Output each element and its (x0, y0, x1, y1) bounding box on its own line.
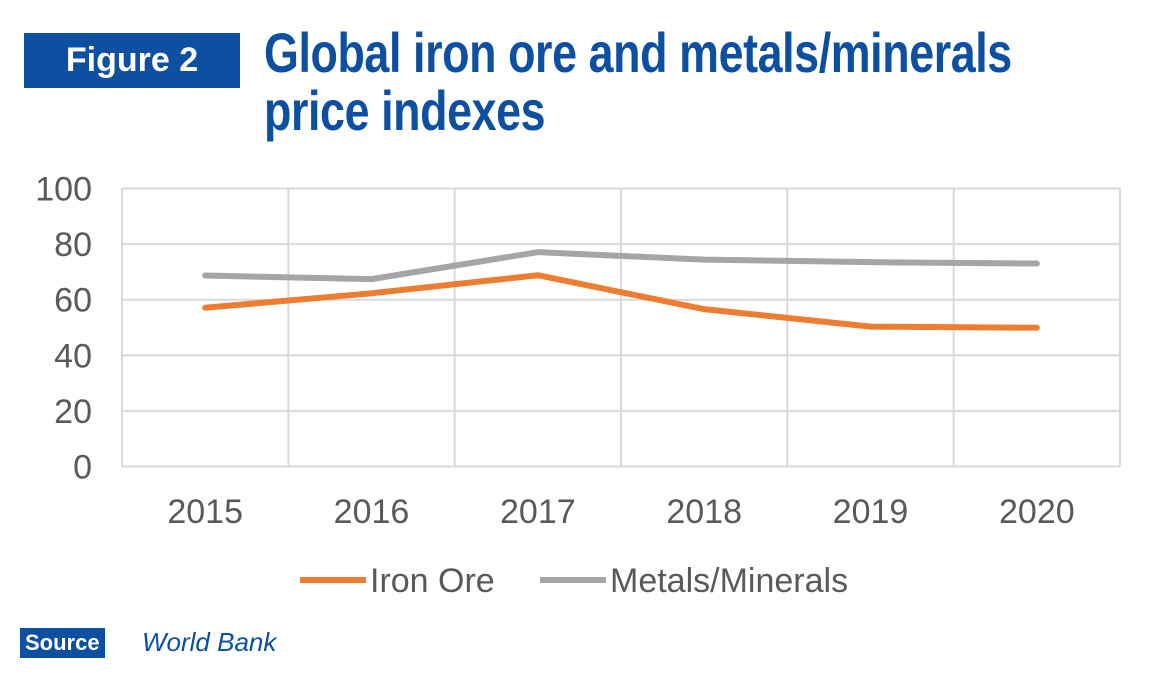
source-label: Source (20, 628, 105, 658)
y-tick-label: 100 (35, 171, 92, 209)
x-tick-label: 2018 (666, 493, 742, 531)
x-tick-label: 2017 (500, 493, 576, 531)
source-text: World Bank (142, 627, 277, 657)
chart-title: Global iron ore and metals/minerals pric… (264, 24, 1012, 140)
x-tick-label: 2019 (833, 493, 909, 531)
y-tick-label: 80 (54, 226, 92, 264)
y-tick-label: 20 (54, 393, 92, 431)
y-tick-label: 60 (54, 282, 92, 320)
figure-label: Figure 2 (24, 33, 240, 88)
x-tick-label: 2016 (334, 493, 410, 531)
legend-label: Iron Ore (370, 562, 495, 600)
legend-label: Metals/Minerals (610, 562, 848, 600)
title-line-2: price indexes (264, 79, 546, 142)
title-line-1: Global iron ore and metals/minerals (264, 21, 1012, 84)
x-tick-label: 2020 (999, 493, 1075, 531)
y-tick-label: 40 (54, 337, 92, 375)
series-line-iron-ore (202, 272, 1040, 331)
x-tick-label: 2015 (167, 493, 243, 531)
series-line-metals-minerals (202, 249, 1040, 283)
y-tick-label: 0 (73, 449, 92, 487)
